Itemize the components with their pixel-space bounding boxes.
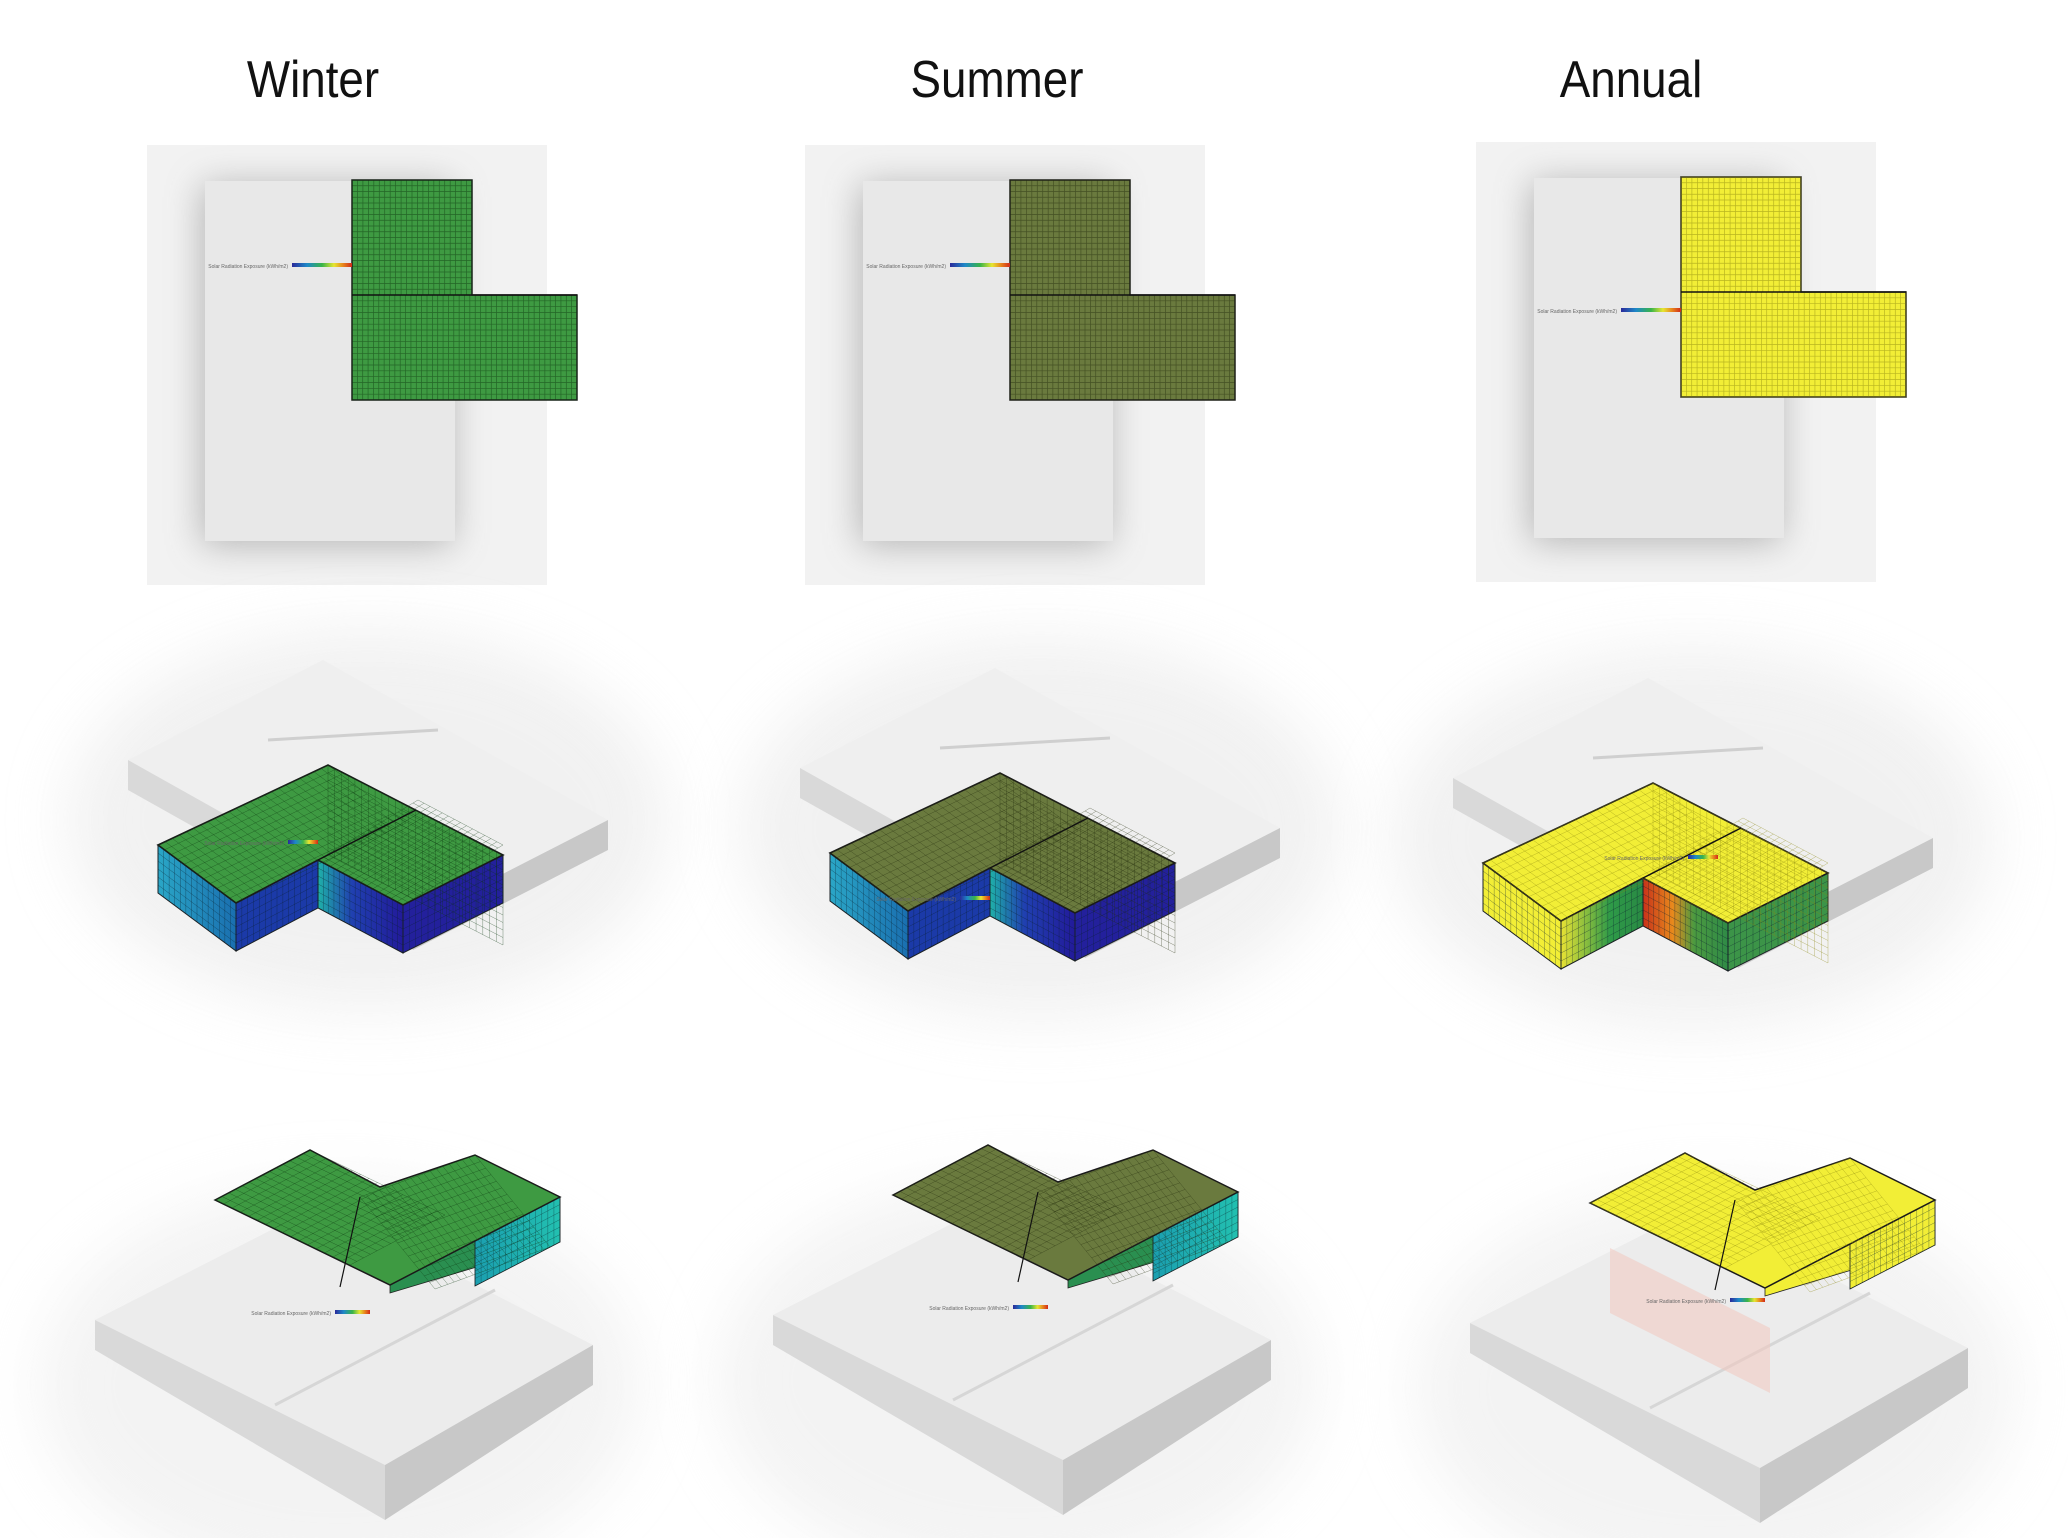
context-top (773, 1200, 1271, 1460)
roof-seam (989, 817, 1089, 869)
legend-label: Solar Radiation Exposure (kWh/m2) (251, 1311, 331, 1317)
context-divider (952, 1283, 1174, 1402)
roof-mesh (1589, 1152, 1926, 1293)
roof-seam (339, 1196, 361, 1288)
roof-mesh (351, 179, 578, 401)
context-top (95, 1205, 593, 1465)
plan-view-annual: Solar Radiation Exposure (kWh/m2) (1476, 142, 1907, 582)
isometric-north-annual: Solar Radiation Exposure (kWh/m2) (1415, 1152, 2015, 1538)
context-side-left (1470, 1323, 1760, 1523)
legend-color-bar (1688, 855, 1718, 859)
legend-color-bar (292, 263, 352, 267)
legend-label: Solar Radiation Exposure (kWh/m2) (866, 264, 946, 270)
plan-view-winter: Solar Radiation Exposure (kWh/m2) (147, 145, 578, 585)
context-side-right (1063, 1340, 1271, 1515)
season-title-annual: Annual (1559, 51, 1703, 109)
season-title-winter: Winter (246, 51, 380, 109)
mesh-grid (1589, 1152, 1821, 1269)
ghost-facade (1610, 1248, 1770, 1393)
mesh-grid (1037, 1149, 1229, 1285)
facade-mesh (829, 852, 1176, 962)
mesh-grid (1152, 1191, 1239, 1282)
roof-seam (1017, 1191, 1039, 1283)
legend-label: Solar Radiation Exposure (kWh/m2) (1646, 1299, 1726, 1305)
roof-mesh (1482, 782, 1829, 964)
roof-mesh (892, 1144, 1229, 1285)
legend-color-bar (288, 840, 318, 844)
roof-mesh (1009, 179, 1236, 401)
mesh-grid (351, 179, 473, 296)
context-side-left (773, 1315, 1063, 1515)
mesh-grid (351, 294, 578, 401)
mesh-grid (1009, 294, 1236, 401)
legend-label: Solar Radiation Exposure (kWh/m2) (204, 841, 284, 847)
mesh-grid (474, 1196, 561, 1287)
mesh-grid (1680, 291, 1907, 398)
context-divider (267, 728, 439, 742)
isometric-north-winter: Solar Radiation Exposure (kWh/m2) (40, 1149, 640, 1538)
legend-label: Solar Radiation Exposure (kWh/m2) (876, 897, 956, 903)
legend-color-bar (335, 1310, 370, 1314)
mesh-grid (1734, 1157, 1926, 1293)
mesh-grid (327, 764, 504, 946)
mesh-grid (1849, 1199, 1936, 1290)
legend-label: Solar Radiation Exposure (kWh/m2) (1537, 309, 1617, 315)
mesh-grid (359, 1154, 551, 1290)
facade-mesh (474, 1196, 561, 1287)
isometric-south-summer: Solar Radiation Exposure (kWh/m2) (740, 638, 1340, 1018)
roof-seam (317, 809, 417, 861)
facade-mesh (1482, 862, 1829, 972)
legend-color-bar (950, 263, 1010, 267)
mesh-grid (1680, 176, 1802, 293)
legend-color-bar (960, 896, 990, 900)
context-side-right (1760, 1348, 1968, 1523)
isometric-south-winter: Solar Radiation Exposure (kWh/m2) (68, 630, 668, 1010)
context-side-left (95, 1320, 385, 1520)
legend-label: Solar Radiation Exposure (kWh/m2) (929, 1306, 1009, 1312)
context-divider (1592, 746, 1764, 760)
roof-mesh (157, 764, 504, 946)
roof-seam (1642, 827, 1742, 879)
roof-mesh (1680, 176, 1907, 398)
roof-mesh (214, 1149, 551, 1290)
context-divider (939, 736, 1111, 750)
context-divider (274, 1288, 496, 1407)
mesh-grid (892, 1144, 1124, 1261)
isometric-north-summer: Solar Radiation Exposure (kWh/m2) (718, 1144, 1318, 1538)
legend-color-bar (1013, 1305, 1048, 1309)
isometric-south-annual: Solar Radiation Exposure (kWh/m2) (1393, 648, 1993, 1028)
facade-mesh (1152, 1191, 1239, 1282)
legend-label: Solar Radiation Exposure (kWh/m2) (208, 264, 288, 270)
facade-mesh (1849, 1199, 1936, 1290)
roof-seam (1714, 1199, 1736, 1291)
roof-mesh (829, 772, 1176, 954)
mesh-grid (214, 1149, 446, 1266)
legend-label: Solar Radiation Exposure (kWh/m2) (1604, 856, 1684, 862)
plan-view-summer: Solar Radiation Exposure (kWh/m2) (805, 145, 1236, 585)
legend-color-bar (1621, 308, 1681, 312)
legend-color-bar (1730, 1298, 1765, 1302)
mesh-grid (1009, 179, 1131, 296)
context-side-right (385, 1345, 593, 1520)
season-title-summer: Summer (910, 51, 1084, 109)
mesh-grid (999, 772, 1176, 954)
